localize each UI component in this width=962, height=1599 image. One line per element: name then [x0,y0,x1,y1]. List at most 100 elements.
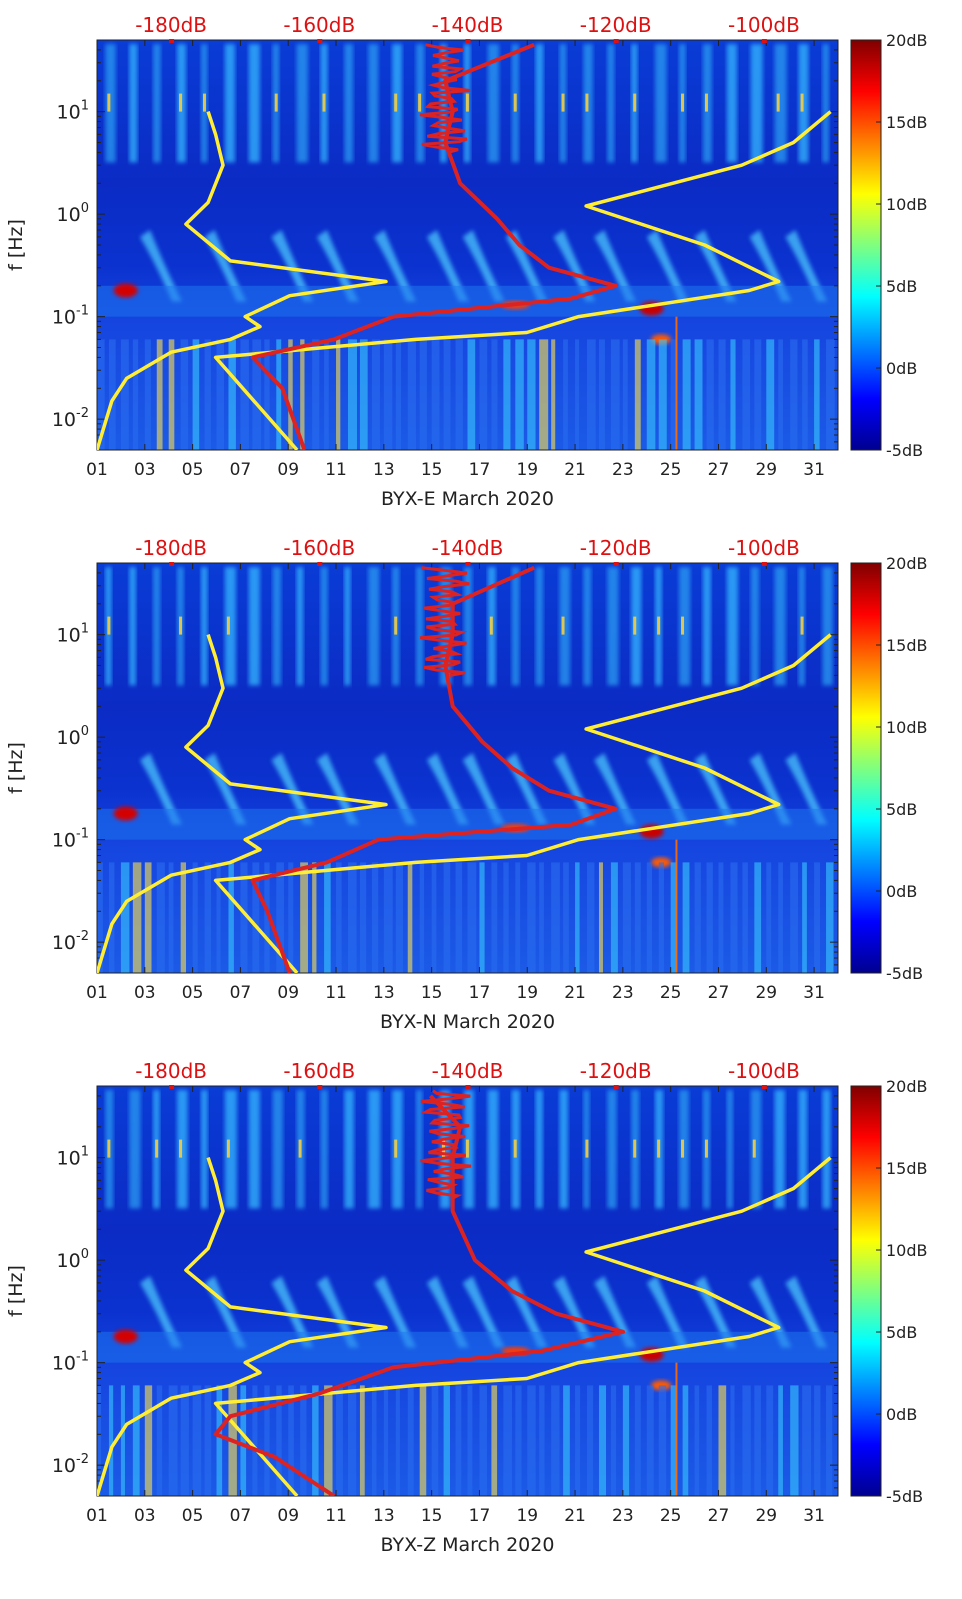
x-tick-label: 07 [230,1506,252,1526]
colorbar-label: 15dB [886,1159,928,1178]
top-db-label: -100dB [728,536,800,560]
colorbar-label: -5dB [886,964,923,983]
x-tick-label: 15 [421,1506,443,1526]
top-db-label: -180dB [135,1059,207,1083]
x-tick-label: 05 [182,460,204,480]
colorbar-label: 15dB [886,113,928,132]
x-tick-label: 17 [469,983,491,1003]
x-tick-label: 15 [421,460,443,480]
x-tick-label: 31 [803,460,825,480]
x-tick-label: 19 [516,983,538,1003]
x-tick-label: 19 [516,1506,538,1526]
x-tick-label: 03 [134,460,156,480]
top-db-label: -180dB [135,13,207,37]
x-tick-label: 21 [564,983,586,1003]
psd-panel-1: 01 03 05 07 09 11 13 15 17 19 21 23 25 27 29 31 BYX-E Ma… [5,13,928,510]
x-tick-label: 03 [134,983,156,1003]
y-tick-label: 10-2 [52,406,89,431]
x-tick-label: 21 [564,1506,586,1526]
y-tick-label: 10-1 [52,827,89,852]
y-tick-label: 101 [57,622,89,647]
x-tick-label: 09 [277,983,299,1003]
x-tick-label: 01 [86,460,108,480]
spectrogram-image [97,563,838,973]
x-tick-label: 27 [708,460,730,480]
x-tick-label: 01 [86,1506,108,1526]
y-tick-label: 100 [57,201,89,226]
x-tick-label: 25 [660,460,682,480]
x-tick-label: 31 [803,983,825,1003]
colorbar-label: 15dB [886,636,928,655]
x-axis-label: BYX-E March 2020 [381,488,554,510]
colorbar-label: 10dB [886,1241,928,1260]
x-tick-label: 29 [755,1506,777,1526]
x-tick-label: 05 [182,1506,204,1526]
x-axis-label: BYX-Z March 2020 [381,1534,555,1556]
x-tick-label: 23 [612,983,634,1003]
y-tick-label: 100 [57,724,89,749]
spectrogram-image [97,40,838,450]
x-tick-label: 13 [373,1506,395,1526]
colorbar-label: 0dB [886,882,917,901]
x-tick-label: 07 [230,460,252,480]
colorbar-label: 10dB [886,718,928,737]
top-db-label: -120dB [580,13,652,37]
colorbar-label: 5dB [886,1323,917,1342]
x-tick-label: 17 [469,460,491,480]
x-tick-label: 29 [755,460,777,480]
colorbar-label: -5dB [886,1487,923,1506]
nhnm-line [213,110,832,450]
median-psd-hf-wiggle [419,43,471,154]
x-tick-label: 01 [86,983,108,1003]
top-db-label: -160dB [283,1059,355,1083]
top-db-label: -180dB [135,536,207,560]
top-db-label: -160dB [283,536,355,560]
y-tick-label: 10-2 [52,1452,89,1477]
x-tick-label: 03 [134,1506,156,1526]
x-tick-label: 11 [325,983,347,1003]
top-db-label: -140dB [432,13,504,37]
x-tick-label: 15 [421,983,443,1003]
x-tick-label: 13 [373,460,395,480]
psd-panel-2: 01 03 05 07 09 11 13 15 17 19 21 23 25 27 29 31 BYX-N Ma… [5,536,928,1033]
y-tick-label: 101 [57,99,89,124]
x-tick-label: 07 [230,983,252,1003]
colorbar-label: 10dB [886,195,928,214]
colorbar [850,1085,882,1497]
x-tick-label: 11 [325,1506,347,1526]
x-axis-label: BYX-N March 2020 [380,1011,555,1033]
y-tick-label: 10-2 [52,929,89,954]
y-tick-label: 10-1 [52,1350,89,1375]
psd-panel-3: 01 03 05 07 09 11 13 15 17 19 21 23 25 27 29 31 BYX-Z Ma… [5,1059,928,1556]
colorbar-label: 20dB [886,554,928,573]
y-axis-label: f [Hz] [5,742,27,794]
nlnm-line [97,1157,388,1496]
x-tick-label: 29 [755,983,777,1003]
y-tick-label: 100 [57,1247,89,1272]
nlnm-line [97,111,388,450]
x-tick-label: 17 [469,1506,491,1526]
median-psd-hf-wiggle [420,566,470,677]
top-db-label: -120dB [580,1059,652,1083]
x-tick-label: 23 [612,460,634,480]
colorbar-label: 20dB [886,1077,928,1096]
top-db-label: -100dB [728,13,800,37]
nlnm-line [97,634,388,973]
median-psd-hf-wiggle [420,1089,472,1200]
nhnm-line [213,633,832,973]
y-tick-label: 10-1 [52,304,89,329]
x-tick-label: 25 [660,983,682,1003]
colorbar-label: 0dB [886,359,917,378]
nhnm-line [213,1156,832,1496]
colorbar-label: 5dB [886,800,917,819]
x-tick-label: 21 [564,460,586,480]
y-axis-label: f [Hz] [5,219,27,271]
colorbar [850,562,882,974]
x-tick-label: 13 [373,983,395,1003]
x-tick-label: 05 [182,983,204,1003]
colorbar-label: 5dB [886,277,917,296]
x-tick-label: 11 [325,460,347,480]
x-tick-label: 23 [612,1506,634,1526]
x-tick-label: 27 [708,983,730,1003]
